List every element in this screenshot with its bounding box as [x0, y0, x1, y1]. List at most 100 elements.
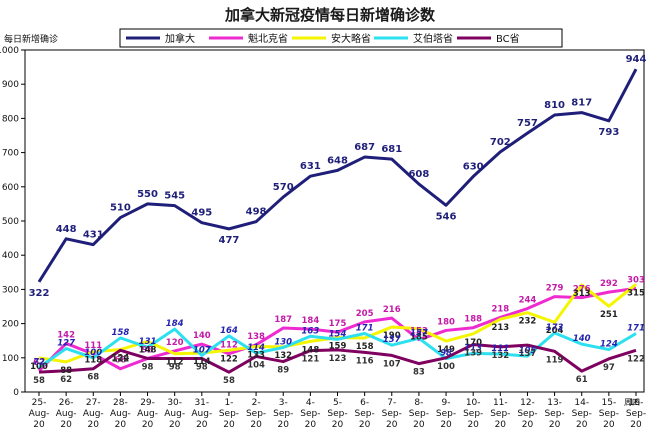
data-label-ontario: 185 — [410, 333, 428, 343]
x-tick-label-line: Sep- — [463, 409, 483, 419]
data-label-alberta: 111 — [491, 344, 509, 354]
data-label-alberta: 130 — [274, 338, 292, 348]
data-label-alberta: 98 — [440, 348, 452, 358]
data-label-ontario: 124 — [112, 354, 130, 364]
data-label-alberta: 173 — [546, 323, 564, 333]
data-label-alberta: 171 — [627, 324, 645, 334]
data-label-alberta: 171 — [356, 324, 374, 334]
axes: 0100200300400500600700800900100025-Aug-2… — [0, 46, 646, 430]
data-label-quebec: 138 — [247, 332, 265, 342]
x-tick-label-line: 13- — [547, 398, 562, 408]
x-tick-label-line: Aug- — [191, 409, 212, 419]
data-label-ontario: 190 — [383, 331, 401, 341]
data-label-alberta: 131 — [139, 337, 157, 347]
legend-label-bc: BC省 — [496, 32, 520, 45]
data-label-canada: 495 — [191, 208, 212, 219]
y-tick-label: 700 — [2, 149, 19, 159]
data-label-alberta: 163 — [301, 326, 319, 336]
x-tick-label-line: 20 — [115, 420, 127, 430]
x-tick-label-line: 20 — [305, 420, 317, 430]
data-label-alberta: 184 — [166, 319, 184, 329]
x-tick-label-line: Sep- — [490, 409, 510, 419]
data-label-ontario: 148 — [139, 345, 157, 355]
x-tick-label-line: Sep- — [436, 409, 456, 419]
x-tick-label-line: Sep- — [219, 409, 239, 419]
data-label-quebec: 112 — [220, 341, 238, 351]
data-label-quebec: 276 — [573, 285, 591, 295]
x-tick-label-line: 27- — [86, 398, 101, 408]
data-label-bc: 98 — [142, 362, 154, 372]
x-tick-label-line: Aug- — [110, 409, 131, 419]
data-label-canada: 810 — [544, 100, 565, 111]
y-tick-label: 400 — [2, 251, 19, 261]
x-tick-label-line: Sep- — [382, 409, 402, 419]
y-tick-label: 600 — [2, 183, 19, 193]
x-tick-label-line: 20 — [630, 420, 642, 430]
data-label-bc: 98 — [169, 362, 181, 372]
x-tick-label-line: 20 — [440, 420, 452, 430]
data-label-quebec: 292 — [600, 279, 618, 289]
x-tick-label-line: 20 — [522, 420, 534, 430]
x-tick-label-line: 10- — [466, 398, 481, 408]
x-tick-label-line: 3- — [279, 398, 288, 408]
x-tick-label: 16-Sep-20 — [626, 398, 646, 430]
x-tick-label-line: Aug- — [137, 409, 158, 419]
data-label-ontario: 159 — [329, 342, 347, 352]
data-label-canada: 477 — [219, 235, 240, 246]
data-label-alberta: 140 — [573, 334, 591, 344]
data-label-bc: 137 — [519, 349, 537, 359]
data-label-canada: 498 — [246, 207, 267, 218]
data-label-alberta: 114 — [247, 343, 265, 353]
x-tick-label-line: 20 — [359, 420, 371, 430]
x-tick-label-line: Aug- — [56, 409, 77, 419]
x-tick-label-line: 28- — [113, 398, 128, 408]
x-tick-label-line: 30- — [167, 398, 182, 408]
x-tick-label: 1-Sep-20 — [219, 398, 239, 430]
x-tick-label-line: Aug- — [29, 409, 50, 419]
data-label-bc: 119 — [546, 355, 564, 365]
x-tick-label-line: 11- — [493, 398, 508, 408]
y-tick-label: 1000 — [0, 46, 19, 56]
x-tick-label-line: 20 — [142, 420, 154, 430]
x-tick-label-line: 20 — [386, 420, 398, 430]
x-tick-label: 3-Sep-20 — [273, 398, 293, 430]
x-tick-label: 7-Sep-20 — [382, 398, 402, 430]
x-tick-label-line: 20 — [467, 420, 479, 430]
data-label-bc: 100 — [437, 362, 455, 372]
data-label-bc: 97 — [603, 363, 615, 373]
x-tick-label-line: Sep- — [409, 409, 429, 419]
data-label-quebec: 142 — [57, 330, 75, 340]
x-tick-label: 31-Aug-20 — [191, 398, 212, 430]
data-label-alberta: 164 — [220, 326, 238, 336]
data-label-canada: 510 — [110, 203, 131, 214]
data-label-quebec: 188 — [464, 315, 482, 325]
x-tick-label-line: 20 — [413, 420, 425, 430]
x-tick-label-line: Sep- — [599, 409, 619, 419]
x-axis-note: 周四 — [624, 398, 640, 407]
data-label-quebec: 175 — [329, 319, 347, 329]
y-tick-label: 900 — [2, 80, 19, 90]
data-label-bc: 123 — [329, 354, 347, 364]
x-tick-label-line: 6- — [360, 398, 369, 408]
data-label-bc: 58 — [223, 376, 235, 386]
data-label-bc: 107 — [383, 359, 401, 369]
data-label-quebec: 303 — [627, 275, 645, 285]
data-label-quebec: 205 — [356, 309, 374, 319]
x-tick-label: 26-Aug-20 — [56, 398, 77, 430]
x-tick-label-line: 20 — [603, 420, 615, 430]
data-label-canada: 757 — [517, 118, 538, 129]
data-label-bc: 122 — [112, 354, 130, 364]
data-label-quebec: 98 — [142, 345, 154, 355]
y-tick-label: 0 — [13, 388, 19, 398]
y-axis-label: 每日新增确诊 — [4, 33, 58, 45]
y-tick-label: 100 — [2, 354, 19, 364]
data-label-ontario: 132 — [274, 351, 292, 361]
x-tick-label: 5-Sep-20 — [327, 398, 347, 430]
x-tick-label: 10-Sep-20 — [463, 398, 483, 430]
data-label-ontario: 88 — [60, 366, 72, 376]
x-tick-label-line: 20 — [223, 420, 235, 430]
data-label-alberta: 72 — [33, 357, 45, 367]
data-label-bc: 62 — [60, 375, 72, 385]
data-label-ontario: 133 — [247, 351, 265, 361]
